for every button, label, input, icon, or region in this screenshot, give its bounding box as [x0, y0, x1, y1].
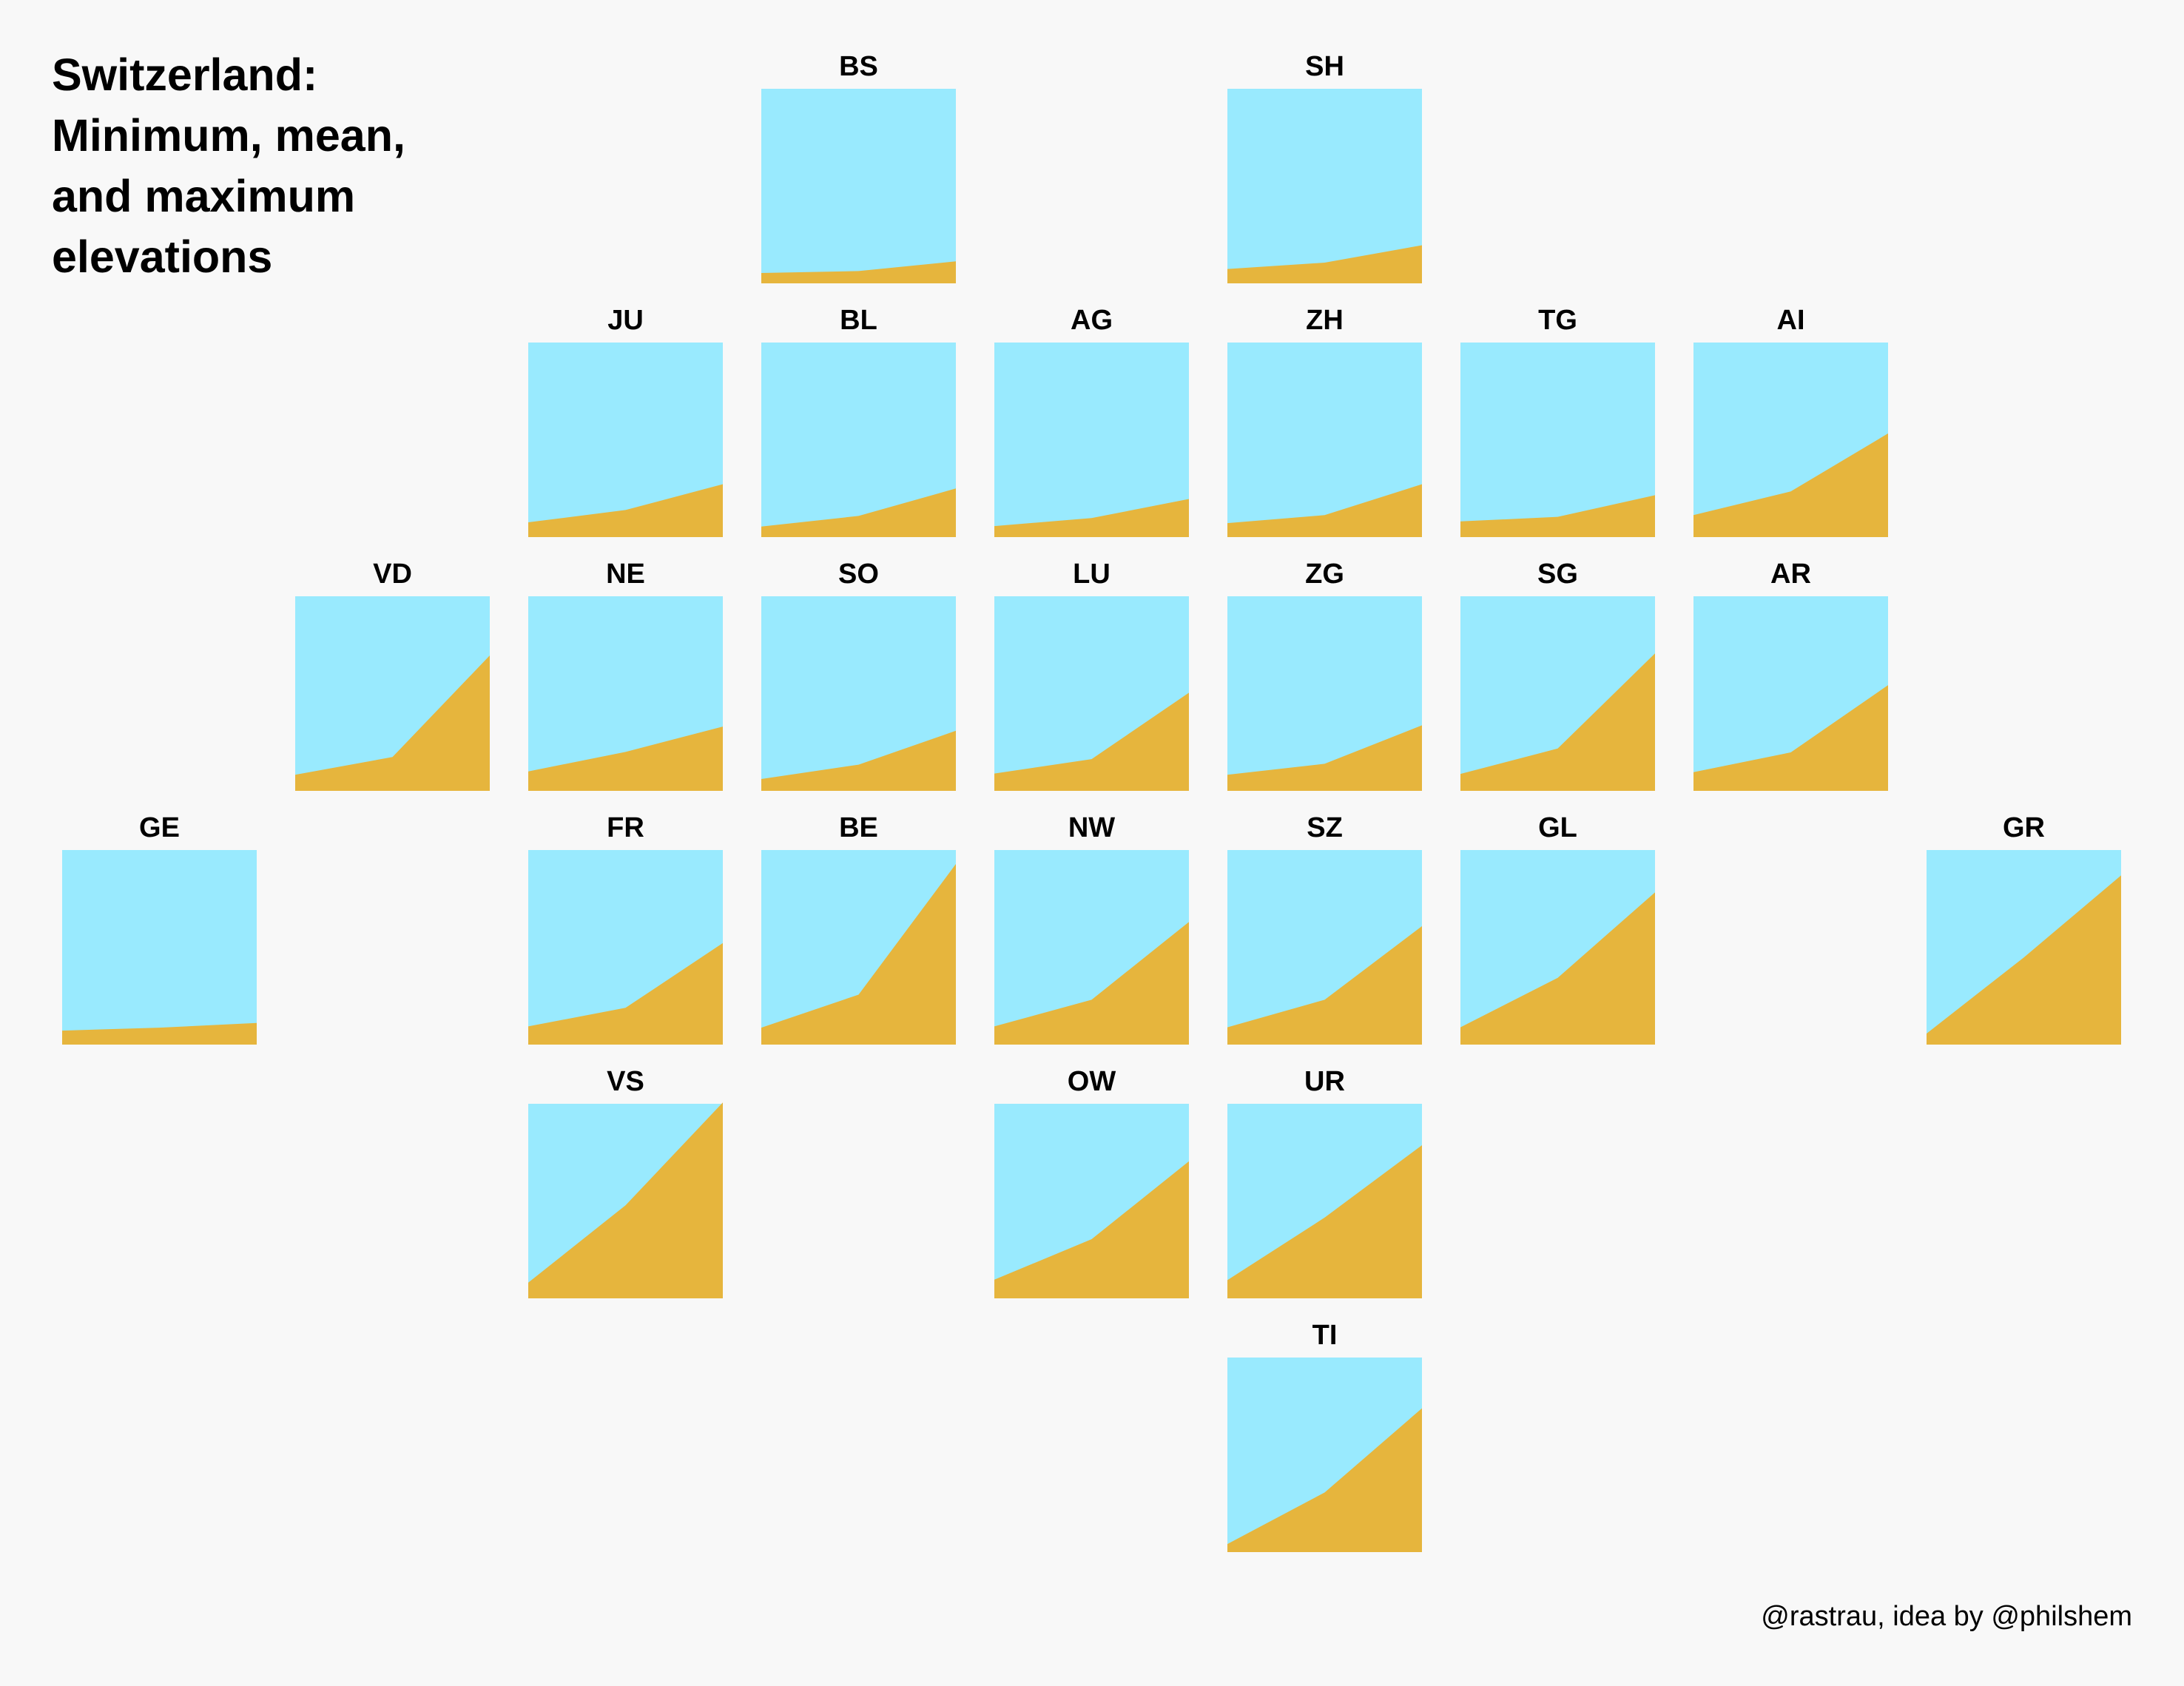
canton-label: NE: [606, 559, 645, 590]
chart-credit: @rastrau, idea by @philshem: [1761, 1601, 2132, 1632]
canton-tile-lu: LU: [994, 559, 1189, 791]
elevation-area: [1227, 1145, 1422, 1298]
elevation-area: [1227, 484, 1422, 537]
canton-label: SH: [1305, 51, 1344, 82]
canton-label: LU: [1073, 559, 1110, 590]
canton-tile-zh: ZH: [1227, 305, 1422, 537]
canton-label: AR: [1770, 559, 1811, 590]
canton-tile-ne: NE: [528, 559, 723, 791]
canton-tile-sh: SH: [1227, 51, 1422, 283]
canton-tile-be: BE: [761, 812, 956, 1045]
elevation-area: [994, 692, 1189, 791]
canton-tile-tg: TG: [1460, 305, 1655, 537]
elevation-area: [761, 261, 956, 283]
elevation-area: [1693, 685, 1888, 791]
canton-label: SO: [838, 559, 879, 590]
canton-label: SG: [1537, 559, 1578, 590]
elevation-area: [1227, 1408, 1422, 1552]
canton-tile-vd: VD: [295, 559, 490, 791]
canton-label: GE: [139, 812, 180, 843]
canton-label: SZ: [1307, 812, 1343, 843]
elevation-area: [994, 499, 1189, 537]
elevation-area: [761, 863, 956, 1045]
elevation-area: [1227, 925, 1422, 1045]
canton-tile-ar: AR: [1693, 559, 1888, 791]
canton-tile-so: SO: [761, 559, 956, 791]
sky-panel: [761, 89, 956, 283]
canton-label: UR: [1304, 1066, 1345, 1097]
canton-tile-ow: OW: [994, 1066, 1189, 1298]
elevation-area: [994, 922, 1189, 1045]
canton-tile-bl: BL: [761, 305, 956, 537]
canton-tile-fr: FR: [528, 812, 723, 1045]
canton-label: OW: [1068, 1066, 1116, 1097]
canton-label: ZH: [1306, 305, 1344, 336]
canton-tile-gl: GL: [1460, 812, 1655, 1045]
elevation-area: [528, 484, 723, 537]
canton-label: VD: [373, 559, 412, 590]
canton-tile-ti: TI: [1227, 1320, 1422, 1552]
elevation-area: [1460, 892, 1655, 1045]
sky-panel: [62, 850, 257, 1045]
elevation-area: [761, 730, 956, 791]
canton-tile-zg: ZG: [1227, 559, 1422, 791]
sky-panel: [994, 343, 1189, 537]
title-line-2: Minimum, mean,: [52, 110, 405, 161]
canton-tile-sg: SG: [1460, 559, 1655, 791]
elevation-area: [1927, 875, 2121, 1045]
canton-tile-ge: GE: [62, 812, 257, 1045]
elevation-area: [1227, 725, 1422, 791]
elevation-area: [62, 1022, 257, 1045]
canton-label: ZG: [1305, 559, 1344, 590]
canton-label: AI: [1777, 305, 1805, 336]
sky-panel: [1227, 89, 1422, 283]
canton-tile-bs: BS: [761, 51, 956, 283]
canton-label: BL: [840, 305, 877, 336]
canton-tile-sz: SZ: [1227, 812, 1422, 1045]
canton-tile-ag: AG: [994, 305, 1189, 537]
canton-label: FR: [607, 812, 644, 843]
canton-label: GL: [1538, 812, 1577, 843]
canton-label: AG: [1071, 305, 1113, 336]
canton-tile-nw: NW: [994, 812, 1189, 1045]
elevation-area: [1460, 653, 1655, 791]
title-line-4: elevations: [52, 232, 273, 282]
title-line-3: and maximum: [52, 171, 356, 221]
chart-title: Switzerland: Minimum, mean, and maximum …: [52, 44, 496, 287]
canton-label: BS: [839, 51, 878, 82]
canton-tile-ur: UR: [1227, 1066, 1422, 1298]
elevation-area: [528, 943, 723, 1045]
title-line-1: Switzerland:: [52, 50, 318, 100]
canton-label: GR: [2003, 812, 2045, 843]
canton-tile-gr: GR: [1927, 812, 2121, 1045]
canton-tile-ai: AI: [1693, 305, 1888, 537]
elevation-area: [1693, 433, 1888, 537]
elevation-area: [761, 488, 956, 537]
canton-label: JU: [607, 305, 644, 336]
canton-label: TI: [1312, 1320, 1338, 1351]
elevation-area: [1460, 495, 1655, 537]
elevation-area: [295, 655, 490, 791]
canton-label: NW: [1068, 812, 1115, 843]
canton-tile-vs: VS: [528, 1066, 723, 1298]
canton-label: VS: [607, 1066, 644, 1097]
canton-label: TG: [1538, 305, 1577, 336]
canton-label: BE: [839, 812, 878, 843]
elevation-area: [1227, 245, 1422, 283]
elevation-area: [528, 1102, 723, 1298]
elevation-area: [994, 1161, 1189, 1298]
elevation-area: [528, 726, 723, 791]
canton-tile-ju: JU: [528, 305, 723, 537]
